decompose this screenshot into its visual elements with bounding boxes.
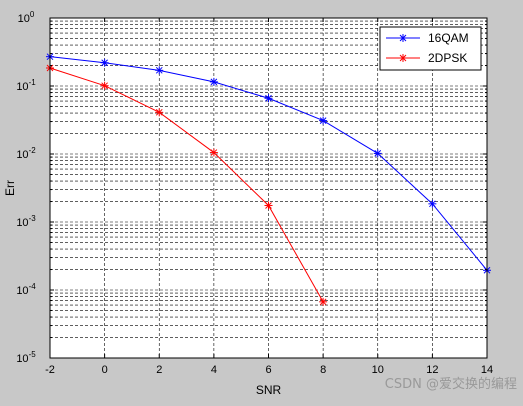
y-tick-exponent: -4	[29, 282, 37, 291]
y-tick-base: 10	[16, 353, 28, 365]
data-point-2dpsk	[209, 148, 218, 157]
marker-stroke	[265, 202, 272, 209]
y-tick-label: 100	[18, 10, 35, 25]
x-tick-labels: -2 0 2 4 6 8 10 12 14	[45, 364, 493, 376]
marker-stroke	[265, 94, 272, 102]
x-tick-label: -2	[45, 364, 55, 376]
legend-item-2dpsk: 2DPSK	[386, 51, 467, 65]
y-tick-label: 10-3	[16, 214, 36, 229]
x-tick-label: 4	[211, 364, 217, 376]
x-tick-label: 6	[265, 364, 271, 376]
marker-stroke	[155, 108, 163, 116]
axis-ticks	[49, 18, 488, 359]
series-line-2dpsk	[49, 67, 324, 303]
grid-lines	[50, 18, 487, 358]
x-tick-label: 12	[426, 364, 438, 376]
data-point-2dpsk	[100, 81, 109, 90]
data-point-2dpsk	[319, 297, 328, 306]
y-tick-base: 10	[16, 81, 28, 93]
x-tick-label: 2	[156, 364, 162, 376]
data-point-16qam	[264, 94, 273, 103]
y-tick-base: 10	[16, 217, 28, 229]
data-point-2dpsk	[155, 108, 164, 117]
x-axis-label: SNR	[256, 383, 282, 397]
watermark: CSDN @爱交换的编程	[385, 376, 517, 392]
legend-box	[379, 26, 482, 71]
data-point-16qam	[209, 77, 218, 86]
data-point-2dpsk	[264, 201, 273, 210]
marker-stroke	[374, 150, 382, 157]
x-tick-label: 14	[481, 364, 493, 376]
legend-item-16qam: 16QAM	[386, 31, 469, 45]
marker-stroke	[101, 59, 108, 67]
marker-stroke	[210, 149, 218, 156]
y-tick-base: 10	[16, 149, 28, 161]
series-2dpsk	[46, 63, 328, 306]
marker-stroke	[399, 54, 407, 62]
legend-marker-16qam	[399, 34, 407, 42]
marker-stroke	[429, 200, 436, 208]
marker-stroke	[101, 82, 108, 90]
y-tick-exponent: -5	[29, 350, 37, 359]
y-tick-exponent: -1	[29, 78, 37, 87]
legend-label-16qam: 16QAM	[428, 31, 469, 45]
marker-stroke	[155, 66, 163, 74]
y-tick-label: 10-5	[16, 350, 36, 365]
legend-marker-2dpsk	[399, 54, 407, 62]
data-point-16qam	[373, 149, 382, 158]
data-point-16qam	[155, 66, 164, 75]
legend: 16QAM 2DPSK	[379, 26, 482, 71]
y-tick-base: 10	[18, 13, 30, 25]
series-layer	[46, 52, 491, 306]
y-tick-label: 10-4	[16, 282, 36, 297]
data-point-16qam	[100, 58, 109, 67]
data-point-16qam	[428, 199, 437, 208]
x-tick-label: 8	[320, 364, 326, 376]
x-tick-label: 10	[372, 364, 384, 376]
data-point-16qam	[319, 116, 328, 125]
marker-stroke	[399, 34, 407, 42]
marker-stroke	[210, 78, 218, 86]
x-tick-label: 0	[102, 364, 108, 376]
y-tick-label: 10-1	[16, 78, 36, 93]
y-tick-label: 10-2	[16, 146, 36, 161]
y-tick-base: 10	[16, 285, 28, 297]
marker-stroke	[319, 298, 327, 306]
y-tick-exponent: 0	[30, 10, 35, 19]
y-tick-exponent: -3	[29, 214, 37, 223]
y-axis-label: Err	[3, 180, 17, 196]
y-tick-exponent: -2	[29, 146, 37, 155]
legend-label-2dpsk: 2DPSK	[428, 51, 467, 65]
marker-stroke	[319, 117, 327, 124]
